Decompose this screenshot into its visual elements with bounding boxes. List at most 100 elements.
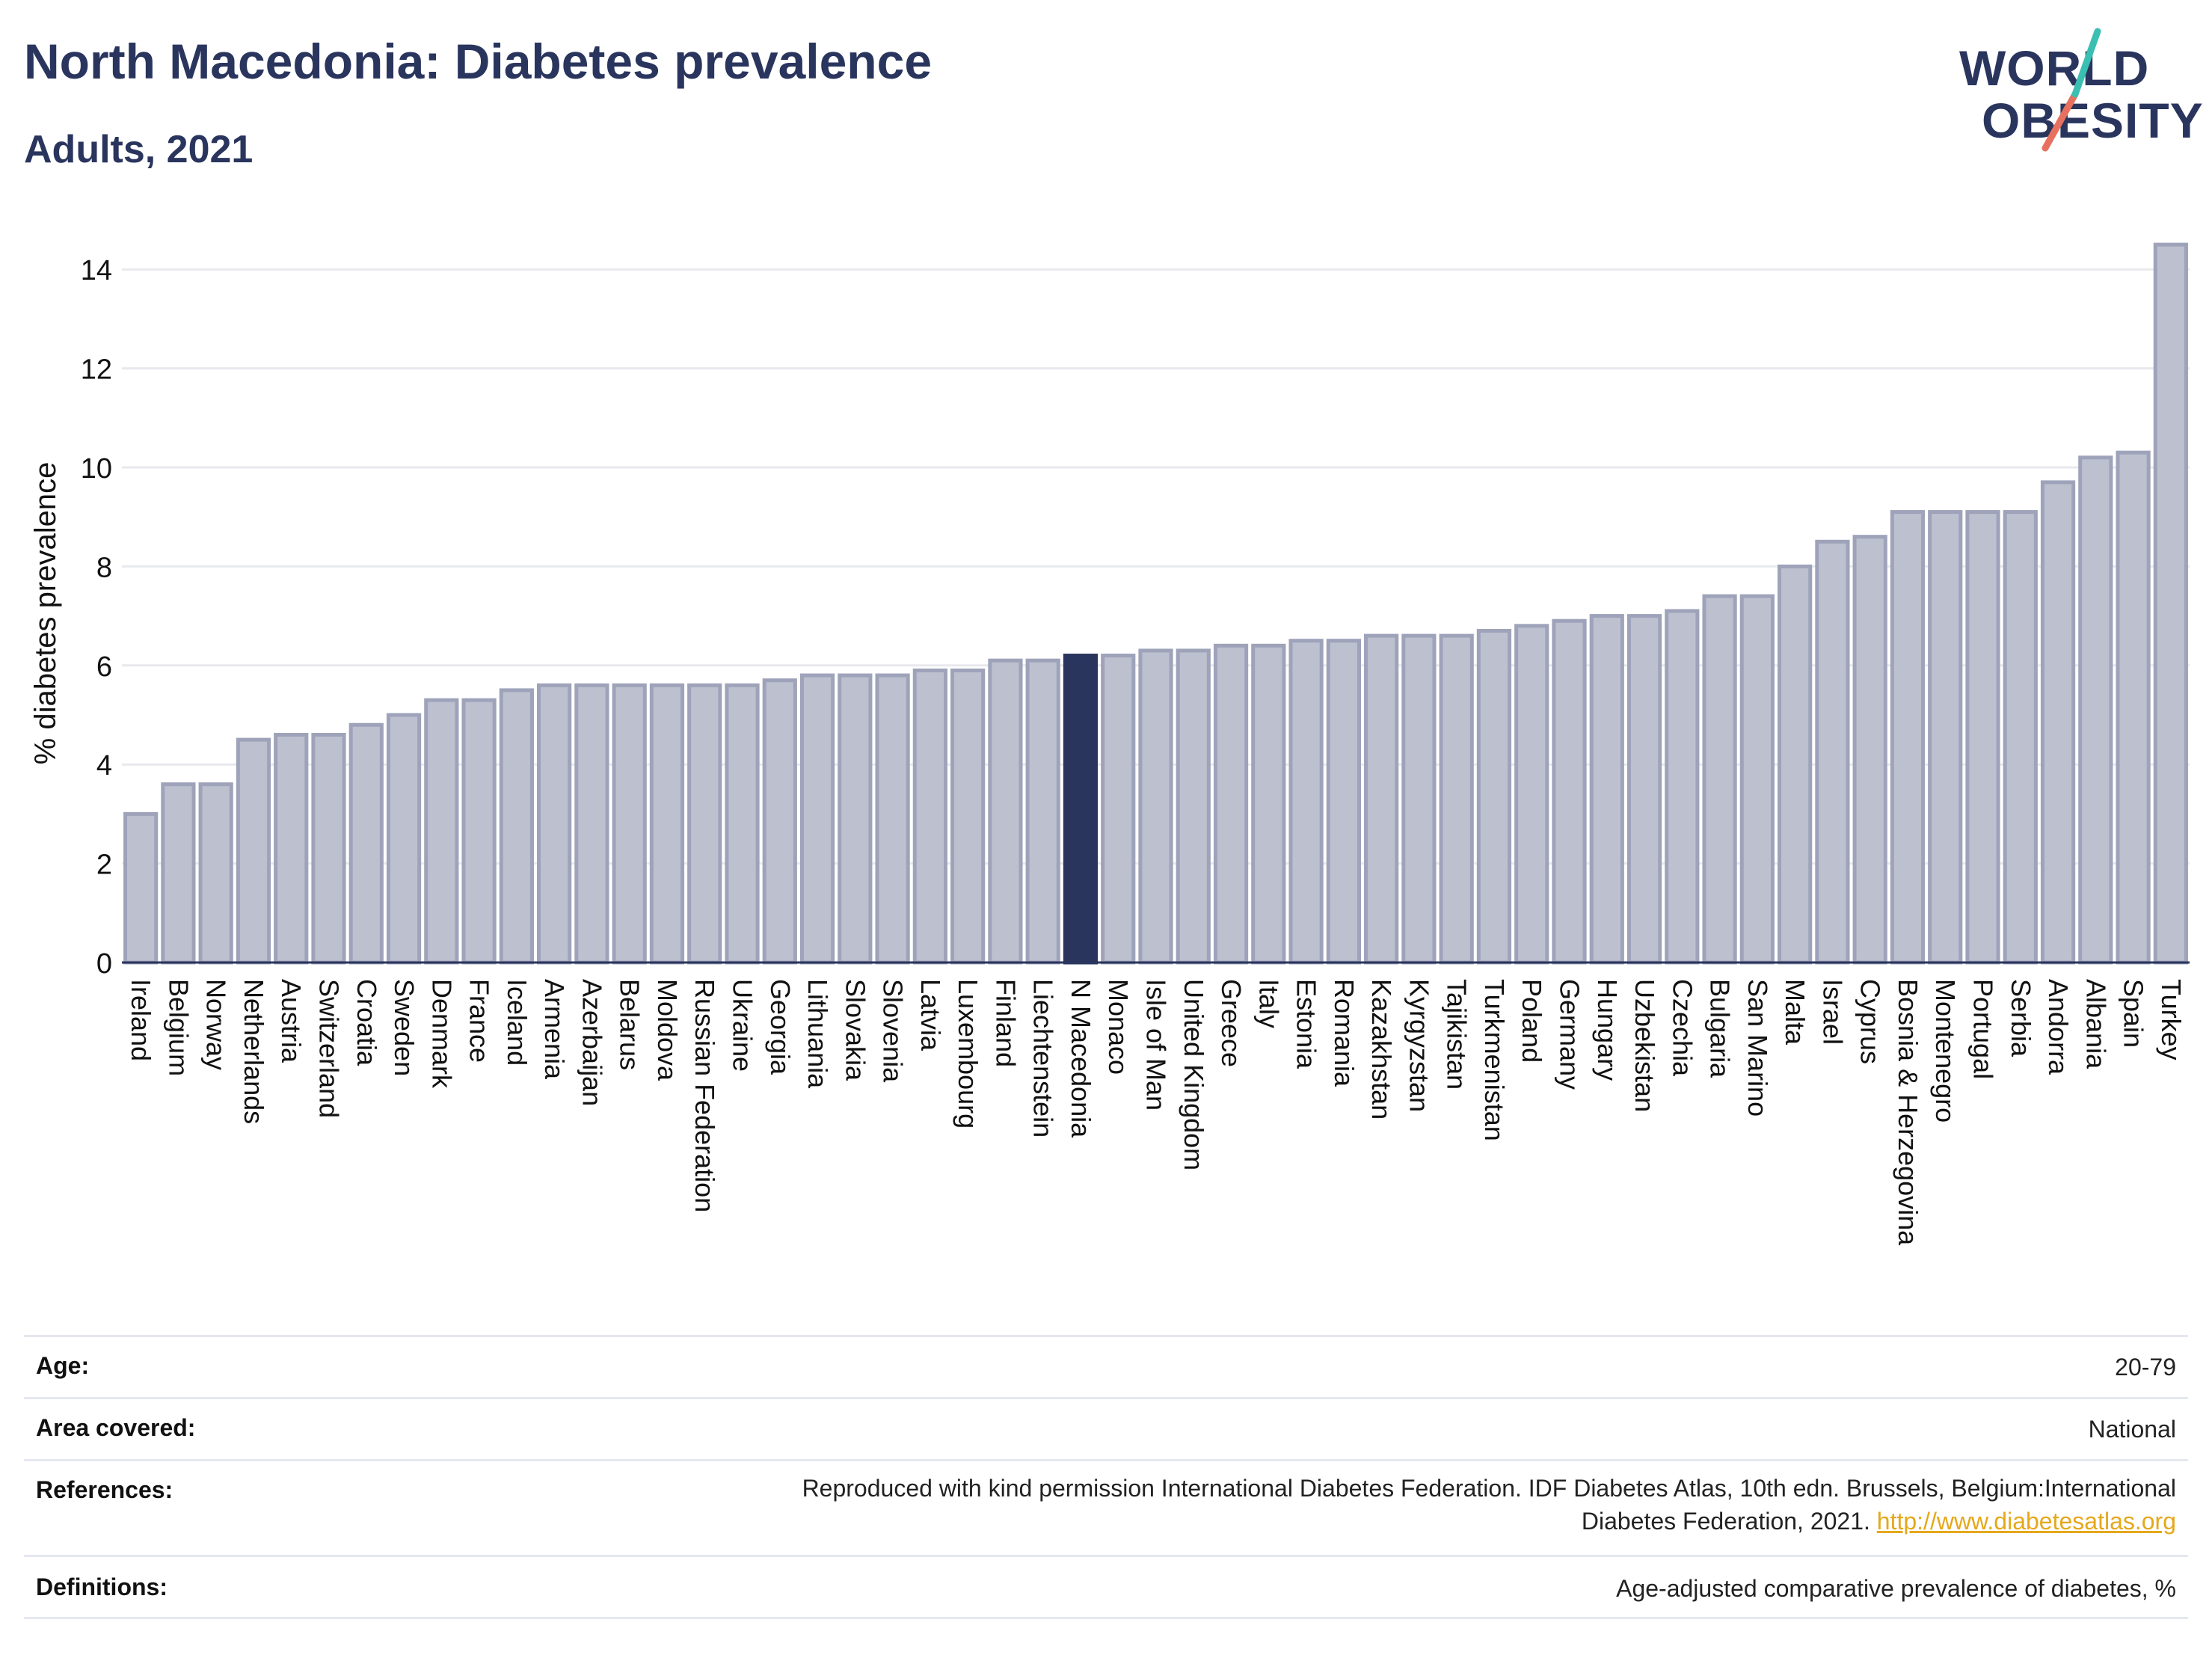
x-tick-label: Austria [276,979,307,1063]
bar-turkmenistan [1476,628,1512,965]
references-link[interactable]: http://www.diabetesatlas.org [1876,1508,2176,1535]
bar-montenegro [1928,510,1963,965]
y-tick-label: 6 [96,651,112,683]
bar-norway [198,782,233,965]
bar-chart: 0 2 4 6 8 10 12 14 Ireland Belgium Norway Netherlan… [29,242,2190,1246]
references-label: References: [36,1476,173,1503]
x-tick-label: Turkmenistan [1479,979,1510,1141]
x-tick-label: Azerbaijan [577,979,607,1106]
references-line2-text: Diabetes Federation, 2021. [1581,1508,1870,1535]
x-tick-label: Slovenia [878,979,909,1083]
bar-finland [988,658,1023,965]
y-tick-label: 4 [96,750,112,782]
bar-poland [1514,624,1549,965]
y-tick-label: 10 [81,453,112,485]
metadata-table: Age: 20-79 Area covered: National Refere… [24,1335,2188,1619]
bar-san-marino [1739,594,1775,965]
x-tick-label: Monaco [1103,979,1134,1075]
y-tick-label: 0 [96,948,112,980]
y-tick-label: 14 [81,255,112,286]
bar-isle-of-man [1138,648,1173,965]
x-tick-label: Malta [1780,979,1810,1045]
meta-row-definitions: Definitions: Age-adjusted comparative pr… [24,1555,2188,1619]
page-title: North Macedonia: Diabetes prevalence [24,34,933,89]
bar-sweden [386,713,422,965]
bar-azerbaijan [574,683,609,965]
bar-armenia [537,683,572,965]
bar-uzbekistan [1626,614,1662,965]
x-tick-label: Cyprus [1855,979,1886,1064]
world-obesity-logo: WORLD OBESITY [1952,22,2203,165]
x-tick-label: Belgium [163,979,194,1076]
x-tick-label: Isle of Man [1141,979,1172,1111]
bar-croatia [348,722,384,965]
x-tick-label: Albania [2080,979,2111,1069]
bar-lithuania [799,673,835,965]
x-tick-label: Russian Federation [689,979,720,1212]
bar-france [461,698,497,965]
x-tick-label: Lithuania [802,979,833,1089]
bar-germany [1552,618,1587,965]
x-tick-label: France [464,979,495,1063]
x-tick-label: Norway [201,979,232,1070]
x-tick-label: Denmark [426,979,457,1089]
bar-turkey [2153,242,2188,965]
x-tick-label: United Kingdom [1179,979,1209,1170]
bar-andorra [2040,480,2076,965]
bar-albania [2078,455,2113,965]
bar-cyprus [1852,535,1887,965]
x-tick-label: Tajikistan [1442,979,1472,1090]
x-tick-label: Moldova [652,979,683,1081]
page-subtitle: Adults, 2021 [24,128,254,171]
bar-czechia [1665,609,1700,965]
bar-israel [1815,539,1850,965]
logo-line2: OBESITY [1982,93,2204,148]
bar-italy [1251,643,1286,965]
references-value: Reproduced with kind permission Internat… [802,1472,2176,1538]
bar-kazakhstan [1364,633,1399,965]
x-tick-label: Romania [1329,979,1360,1087]
definitions-label: Definitions: [36,1573,168,1600]
bar-liechtenstein [1025,658,1060,965]
x-tick-label: Uzbekistan [1629,979,1660,1112]
x-tick-label: Switzerland [314,979,345,1118]
bar-russian-federation [687,683,722,965]
x-tick-label: Serbia [2006,979,2036,1057]
x-tick-label: Armenia [539,979,570,1080]
x-tick-label: Montenegro [1930,979,1961,1123]
bar-united-kingdom [1176,648,1211,965]
y-axis-label: % diabetes prevalence [29,462,62,765]
bar-austria [274,732,309,965]
x-tick-label: Poland [1517,979,1547,1063]
bar-latvia [912,668,947,965]
bar-kyrgyzstan [1401,633,1437,965]
x-tick-label: Bulgaria [1705,979,1736,1078]
bar-spain [2116,450,2151,965]
x-tick-label: Ukraine [728,979,758,1072]
references-line2: Diabetes Federation, 2021. http://www.di… [802,1505,2176,1538]
logo-slash-icon [2042,28,2101,152]
x-tick-label: Ireland [126,979,156,1061]
references-line1: Reproduced with kind permission Internat… [802,1475,2176,1502]
bar-belgium [161,782,196,965]
bar-greece [1213,643,1249,965]
x-tick-label: Netherlands [239,979,269,1124]
x-tick-label: Belarus [615,979,645,1070]
x-tick-label: Estonia [1291,979,1322,1069]
x-tick-label: Latvia [915,979,946,1051]
definitions-value: Age-adjusted comparative prevalence of d… [1616,1575,2176,1602]
logo-line1: WORLD [1959,40,2150,96]
bar-tajikistan [1439,633,1474,965]
age-label: Age: [36,1352,90,1379]
x-tick-label: Germany [1555,979,1585,1090]
bar-luxembourg [950,668,986,965]
bars [123,242,2188,965]
bar-ukraine [725,683,760,965]
bar-romania [1326,639,1361,965]
bar-bosnia-herzegovina [1890,510,1926,965]
meta-row-references: References: Reproduced with kind permiss… [24,1459,2188,1555]
y-tick-label: 2 [96,850,112,881]
meta-row-area: Area covered: National [24,1397,2188,1459]
bar-monaco [1101,654,1136,965]
x-tick-label: Sweden [389,979,420,1076]
